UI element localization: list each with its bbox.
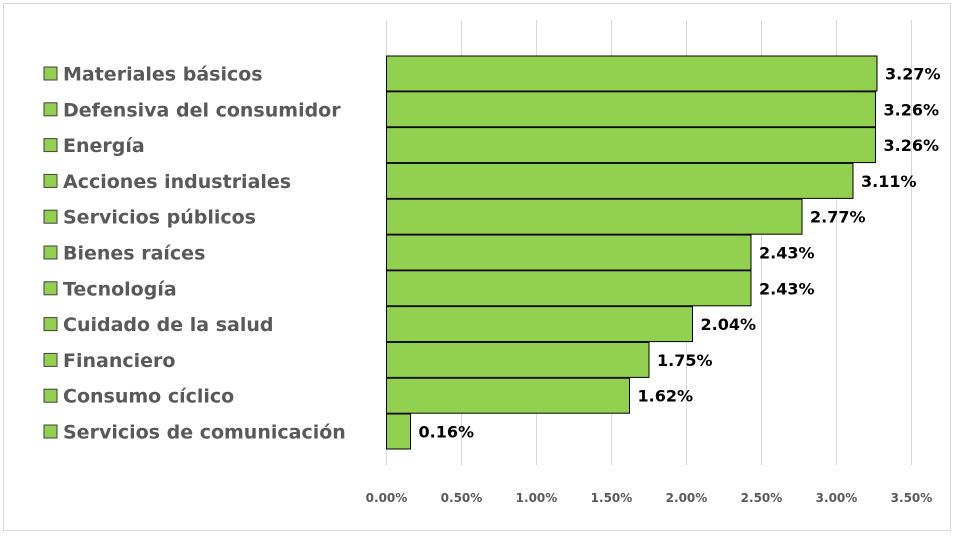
bars xyxy=(386,55,878,450)
x-tick-label: 2.50% xyxy=(741,491,783,505)
bar xyxy=(386,341,650,378)
data-label: 0.16% xyxy=(419,423,475,442)
data-label: 1.62% xyxy=(638,387,694,406)
x-tick-label: 1.00% xyxy=(516,491,558,505)
bar xyxy=(386,270,752,307)
value-labels: 3.27%3.26%3.26%3.11%2.77%2.43%2.43%2.04%… xyxy=(419,65,941,442)
category-label: Bienes raíces xyxy=(63,243,205,265)
bar xyxy=(386,198,803,235)
data-label: 2.77% xyxy=(810,208,866,227)
data-label: 3.26% xyxy=(884,136,940,155)
x-tick-label: 2.00% xyxy=(666,491,708,505)
data-label: 2.04% xyxy=(701,315,757,334)
bar xyxy=(386,234,752,271)
x-tick-label: 3.50% xyxy=(891,491,933,505)
bar xyxy=(386,162,854,199)
bar xyxy=(386,377,630,414)
category-label: Energía xyxy=(63,135,145,157)
x-tick-label: 3.00% xyxy=(816,491,858,505)
x-tick-label: 1.50% xyxy=(591,491,633,505)
legend-swatch xyxy=(43,102,58,117)
legend-swatch xyxy=(43,245,58,260)
category-label: Financiero xyxy=(63,350,175,372)
x-tick-label: 0.50% xyxy=(441,491,483,505)
legend-swatch xyxy=(43,317,58,332)
category-label: Materiales básicos xyxy=(63,64,263,86)
category-label: Servicios públicos xyxy=(63,207,256,229)
legend-swatch xyxy=(43,209,58,224)
bar xyxy=(386,127,876,164)
legend-swatch xyxy=(43,388,58,403)
legend-swatch xyxy=(43,66,58,81)
category-label: Servicios de comunicación xyxy=(63,422,346,444)
data-label: 2.43% xyxy=(759,279,815,298)
legend-swatch xyxy=(43,424,58,439)
x-axis-ticks: 0.00% 0.50% 1.00% 1.50% 2.00% 2.50% 3.00% 3.50% xyxy=(366,491,933,505)
data-label: 3.27% xyxy=(885,65,941,84)
category-label: Consumo cíclico xyxy=(63,386,234,408)
legend-swatch xyxy=(43,173,58,188)
data-label: 3.11% xyxy=(861,172,917,191)
legend-swatch xyxy=(43,138,58,153)
category-label: Acciones industriales xyxy=(63,171,291,193)
data-label: 1.75% xyxy=(657,351,713,370)
bar xyxy=(386,91,876,128)
x-tick-label: 0.00% xyxy=(366,491,408,505)
legend: Materiales básicos Defensiva del consumid… xyxy=(43,64,346,444)
bar xyxy=(386,55,878,92)
category-label: Defensiva del consumidor xyxy=(63,99,341,121)
legend-swatch xyxy=(43,352,58,367)
category-label: Tecnología xyxy=(63,278,177,300)
category-label: Cuidado de la salud xyxy=(63,314,274,336)
bar xyxy=(386,413,411,450)
data-label: 3.26% xyxy=(884,100,940,119)
data-label: 2.43% xyxy=(759,244,815,263)
legend-swatch xyxy=(43,281,58,296)
bar xyxy=(386,306,693,343)
